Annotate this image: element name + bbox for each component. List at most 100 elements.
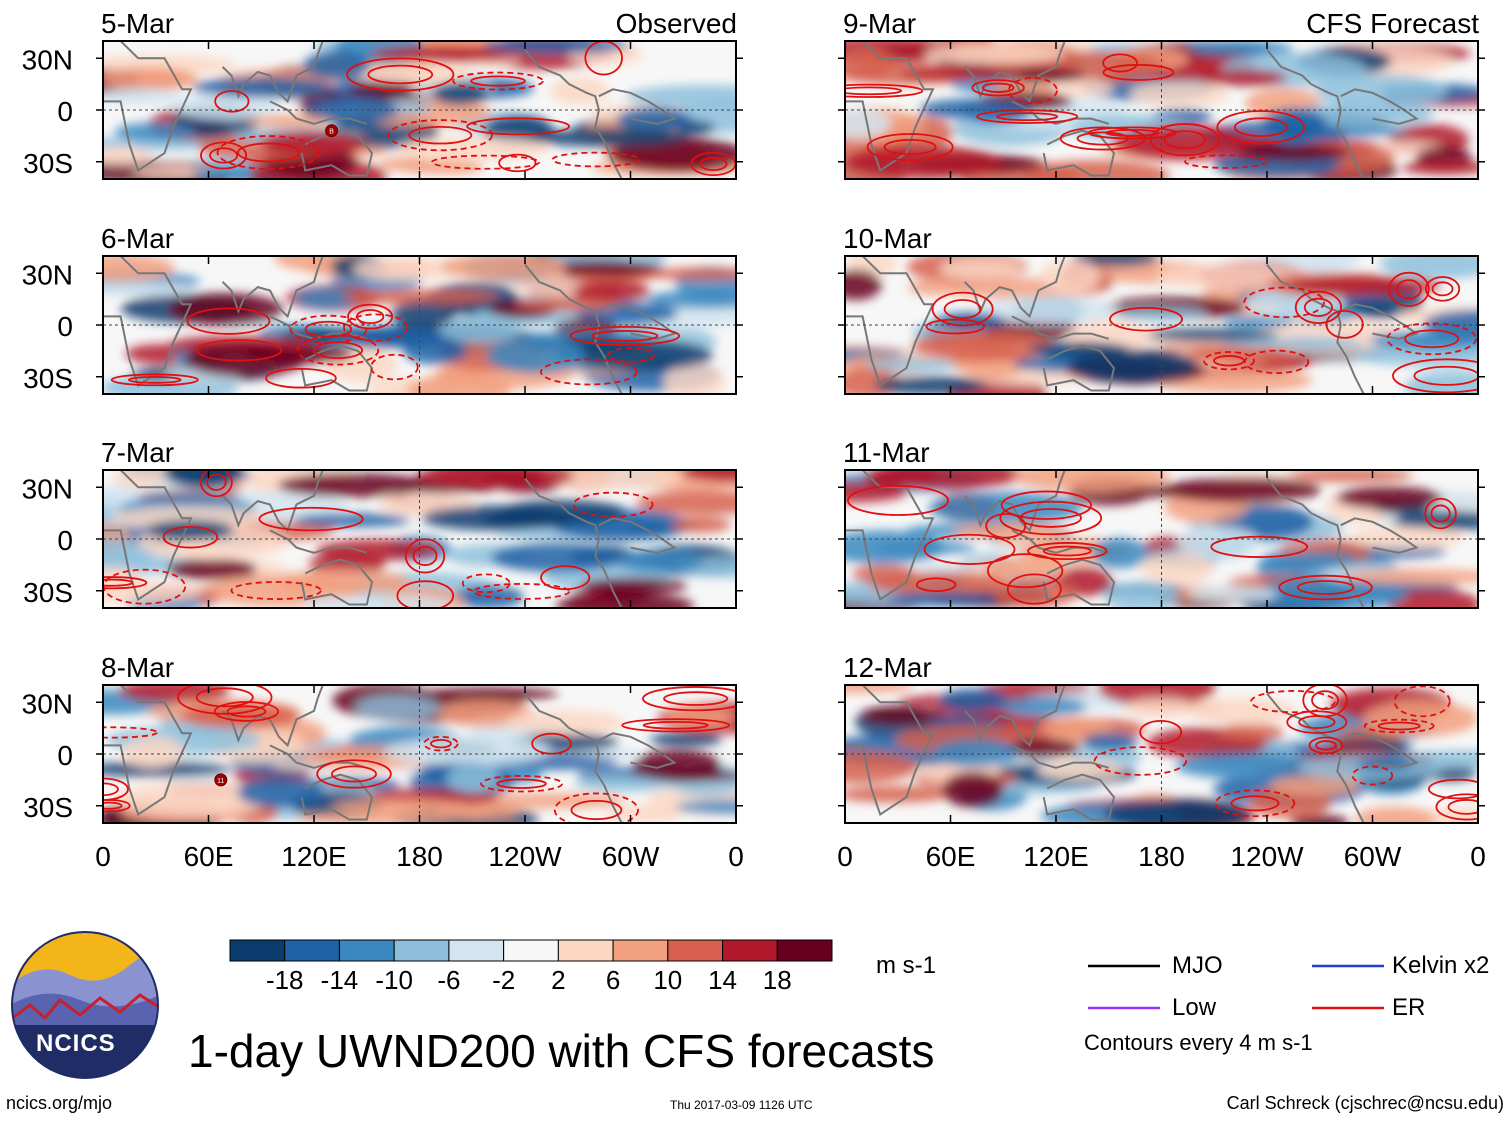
colorbar-segment: [338, 939, 395, 962]
x-tick-label: 120E: [281, 841, 346, 872]
legend: [1088, 964, 1384, 1010]
figure-title: 1-day UWND200 with CFS forecasts: [188, 1025, 935, 1077]
er-contours: [925, 271, 1478, 394]
wind-field: [103, 470, 736, 608]
colorbar-tick-label: -18: [266, 965, 304, 995]
wind-field: [103, 256, 736, 394]
ncics-logo: [11, 931, 159, 1079]
panel-date-label: 9-Mar: [843, 8, 916, 39]
x-tick-label: 180: [396, 841, 443, 872]
y-tick-label: 30S: [23, 792, 73, 823]
legend-label-low: Low: [1172, 994, 1217, 1021]
er-contours: [847, 485, 1457, 605]
panel-type-title: Observed: [616, 8, 737, 39]
y-tick-label: 30S: [23, 148, 73, 179]
coastlines: [103, 41, 677, 179]
y-tick-label: 30N: [22, 473, 73, 504]
x-tick-label: 120W: [488, 841, 562, 872]
colorbar-tick-label: 14: [708, 965, 737, 995]
x-tick-label: 0: [837, 841, 853, 872]
footer-url[interactable]: ncics.org/mjo: [6, 1093, 113, 1113]
x-tick-label: 0: [95, 841, 111, 872]
storm-marker-label: 11: [217, 778, 224, 785]
map-panel-6-Mar: 30N 0 30S 6-Mar: [22, 223, 743, 395]
x-tick-label: 60E: [184, 841, 234, 872]
colorbar-segment: [776, 939, 833, 962]
logo-text: NCICS: [36, 1030, 116, 1057]
x-tick-label: 120W: [1230, 841, 1304, 872]
colorbar-segment: [722, 939, 778, 962]
coastlines: [845, 256, 1419, 394]
colorbar-tick-label: 2: [551, 965, 565, 995]
wind-field: [103, 685, 736, 823]
panel-date-label: 5-Mar: [101, 8, 174, 39]
footer-timestamp: Thu 2017-03-09 1126 UTC: [670, 1098, 813, 1112]
wind-field: [845, 41, 1478, 179]
footer-author: Carl Schreck (cjschrec@ncsu.edu): [1226, 1093, 1504, 1113]
storm-marker: [214, 773, 228, 787]
x-tick-label: 60W: [1344, 841, 1402, 872]
x-tick-label: 180: [1138, 841, 1185, 872]
wind-field: [845, 685, 1478, 823]
legend-label-er: ER: [1392, 994, 1426, 1021]
er-contours: [103, 685, 736, 823]
y-tick-label: 0: [57, 525, 73, 556]
map-panel-11-Mar: 11-Mar: [838, 437, 1485, 609]
y-tick-label: 30N: [22, 688, 73, 719]
panel-date-label: 10-Mar: [843, 223, 932, 254]
colorbar-tick-label: 6: [606, 965, 620, 995]
er-contours: [1093, 685, 1478, 821]
colorbar-tick-label: 10: [653, 965, 682, 995]
colorbar-segment: [448, 939, 505, 962]
y-tick-label: 30S: [23, 577, 73, 608]
wind-field: [103, 41, 736, 179]
panel-date-label: 11-Mar: [843, 437, 930, 468]
colorbar-tick-label: -2: [492, 965, 515, 995]
colorbar-tick-label: 18: [763, 965, 792, 995]
legend-label-kelvin: Kelvin x2: [1392, 952, 1490, 979]
colorbar-segment: [557, 939, 614, 962]
panel-date-label: 12-Mar: [843, 652, 932, 683]
map-panel-8-Mar: 11 30N 0 30S 8-Mar 0 60E 120E 180 120W 60W 0: [22, 652, 744, 872]
panel-date-label: 8-Mar: [101, 652, 174, 683]
colorbar-segment: [503, 939, 559, 962]
storm-marker: [325, 124, 339, 138]
map-panel-9-Mar: 9-Mar CFS Forecast: [838, 8, 1485, 180]
y-tick-label: 30S: [23, 363, 73, 394]
x-tick-label: 60W: [602, 841, 660, 872]
panel-date-label: 7-Mar: [101, 437, 174, 468]
panel-date-label: 6-Mar: [101, 223, 174, 254]
map-panel-7-Mar: 30N 0 30S 7-Mar: [22, 437, 743, 609]
er-contours: [200, 41, 736, 177]
colorbar-segment: [612, 939, 669, 962]
colorbar-segment: [284, 939, 340, 962]
x-tick-label: 0: [1470, 841, 1486, 872]
colorbar-tick-label: -6: [437, 965, 460, 995]
colorbar-tick-label: -10: [375, 965, 413, 995]
map-panel-5-Mar: B 30N 0 30S 5-Mar Observed: [22, 8, 743, 180]
colorbar-tick-label: -14: [321, 965, 359, 995]
coastlines: [103, 470, 677, 608]
contour-note: Contours every 4 m s-1: [1084, 1030, 1313, 1055]
coastlines: [845, 685, 1419, 823]
colorbar: -18 -14 -10 -6 -2 2 6 10 14 18: [229, 939, 833, 995]
legend-label-mjo: MJO: [1172, 952, 1223, 979]
colorbar-segment: [393, 939, 450, 962]
y-tick-label: 0: [57, 96, 73, 127]
panel-type-title: CFS Forecast: [1306, 8, 1479, 39]
colorbar-segment: [667, 939, 724, 962]
x-tick-label: 60E: [926, 841, 976, 872]
y-tick-label: 30N: [22, 44, 73, 75]
x-tick-label: 0: [728, 841, 744, 872]
map-panel-12-Mar: 12-Mar 0 60E 120E 180 120W 60W 0: [837, 652, 1486, 872]
y-tick-label: 30N: [22, 259, 73, 290]
y-tick-label: 0: [57, 311, 73, 342]
er-contours: [110, 303, 681, 389]
coastlines: [103, 685, 677, 823]
x-tick-label: 120E: [1023, 841, 1088, 872]
map-panel-10-Mar: 10-Mar: [838, 223, 1485, 395]
storm-marker-label: B: [329, 129, 334, 136]
colorbar-units: m s-1: [876, 952, 936, 979]
colorbar-segment: [229, 939, 286, 962]
